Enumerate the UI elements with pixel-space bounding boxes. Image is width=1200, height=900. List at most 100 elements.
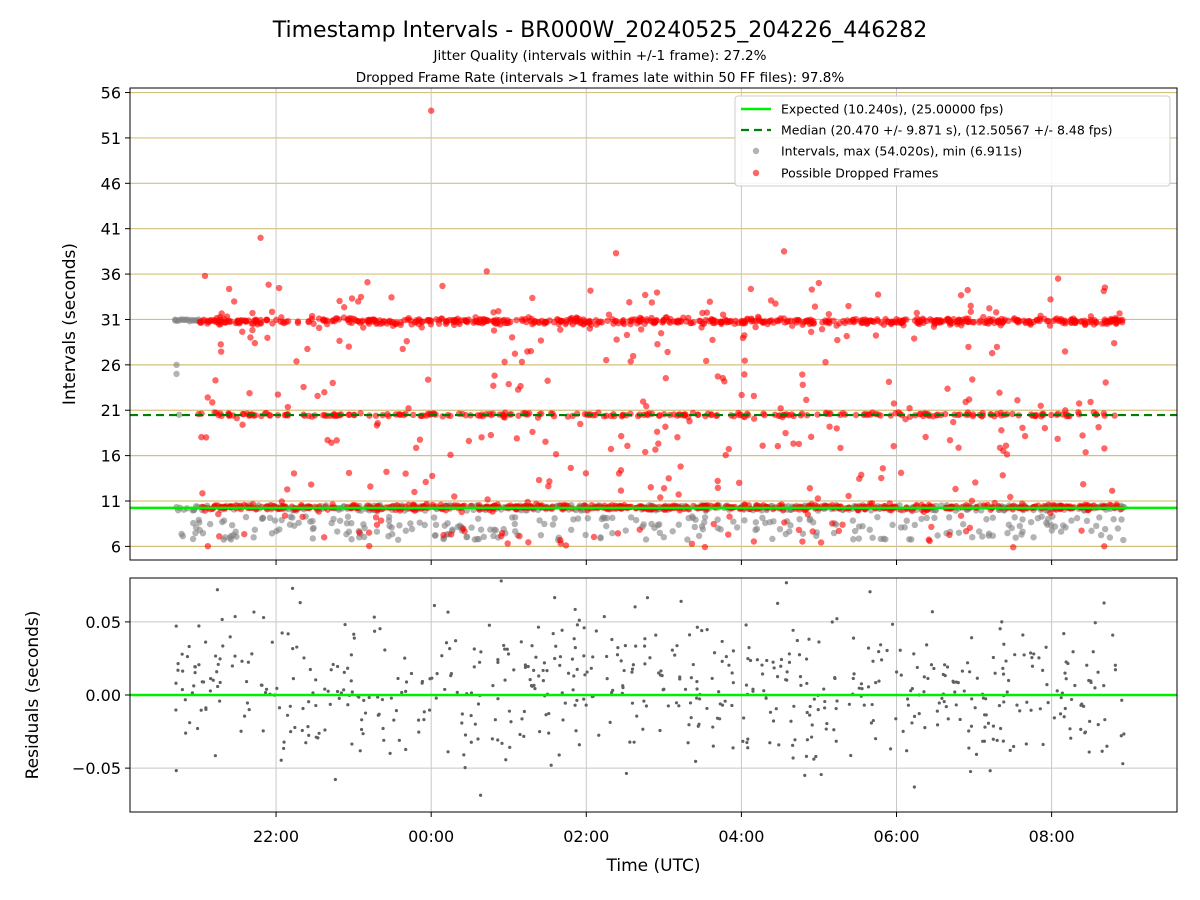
residual-point xyxy=(912,714,917,718)
interval-point xyxy=(959,521,967,528)
residual-point xyxy=(611,688,615,693)
residual-point xyxy=(388,751,392,755)
interval-point xyxy=(1093,522,1100,530)
residual-point xyxy=(357,695,361,699)
residual-point xyxy=(352,636,356,640)
residual-point xyxy=(218,699,222,703)
dropped-frame-point xyxy=(895,409,902,416)
dropped-frame-point xyxy=(722,451,729,459)
residual-point xyxy=(792,704,796,708)
dropped-frame-point xyxy=(952,485,959,493)
residual-point xyxy=(623,644,627,648)
residual-point xyxy=(1066,661,1070,666)
residual-point xyxy=(260,683,264,687)
dropped-frame-point xyxy=(799,321,806,328)
residual-point xyxy=(644,704,649,708)
interval-point xyxy=(1083,517,1091,525)
residual-point xyxy=(945,665,950,669)
residual-point xyxy=(261,729,265,733)
residual-point xyxy=(696,724,700,728)
residual-point xyxy=(993,671,997,675)
dropped-frame-point xyxy=(618,413,625,420)
intervals-y-tick-label: 41 xyxy=(101,220,121,239)
residual-point xyxy=(462,753,466,757)
residual-point xyxy=(557,753,561,757)
dropped-frame-point xyxy=(922,433,929,441)
dropped-frame-point xyxy=(719,374,727,382)
dropped-frame-point xyxy=(910,335,918,342)
residual-point xyxy=(326,689,330,693)
dropped-frame-point xyxy=(664,348,671,356)
dropped-frame-point xyxy=(780,248,788,255)
dropped-frame-point xyxy=(825,310,833,318)
residual-point xyxy=(572,637,576,641)
residual-point xyxy=(808,704,812,709)
dropped-frame-point xyxy=(807,433,815,441)
residual-point xyxy=(975,676,979,680)
residual-point xyxy=(777,743,781,747)
dropped-frame-point xyxy=(345,343,353,350)
dropped-frame-point xyxy=(701,543,709,551)
dropped-frame-point xyxy=(215,510,222,518)
residual-point xyxy=(689,716,693,720)
residual-point xyxy=(935,709,939,713)
interval-point xyxy=(600,514,607,521)
dropped-frame-point xyxy=(968,497,976,505)
dropped-frame-point xyxy=(759,442,766,449)
dropped-frame-point xyxy=(424,316,431,324)
dropped-frame-point xyxy=(897,469,905,477)
dropped-frame-point xyxy=(257,234,264,241)
residual-point xyxy=(958,717,962,722)
residual-point xyxy=(695,625,699,629)
residual-point xyxy=(176,662,180,666)
dropped-frame-point xyxy=(660,485,668,492)
dropped-frame-point xyxy=(592,411,599,419)
residual-point xyxy=(1082,704,1086,709)
interval-point xyxy=(855,523,863,530)
residual-point xyxy=(724,655,728,659)
residual-point xyxy=(478,660,482,664)
dropped-frame-point xyxy=(573,314,580,321)
residual-point xyxy=(787,652,791,656)
residual-point xyxy=(551,632,555,636)
residual-point xyxy=(362,698,366,702)
residual-point xyxy=(817,640,821,644)
dropped-frame-point xyxy=(996,444,1004,451)
residual-point xyxy=(190,691,195,695)
residual-point xyxy=(1063,671,1067,675)
residual-point xyxy=(582,626,586,630)
dropped-frame-point xyxy=(835,527,843,535)
residual-point xyxy=(991,655,995,660)
dropped-frame-point xyxy=(299,513,306,521)
interval-point xyxy=(799,530,807,537)
residual-point xyxy=(723,699,727,703)
residual-point xyxy=(615,653,620,657)
residual-point xyxy=(711,744,715,748)
residual-point xyxy=(746,737,750,741)
interval-point xyxy=(1044,515,1052,523)
residual-point xyxy=(834,739,838,743)
residual-point xyxy=(705,706,709,711)
residual-point xyxy=(505,647,509,651)
dropped-frame-point xyxy=(505,380,512,388)
residual-point xyxy=(1087,750,1091,754)
interval-point xyxy=(869,534,876,541)
residual-point xyxy=(244,680,249,684)
dropped-frame-point xyxy=(748,315,755,322)
residual-point xyxy=(731,649,736,653)
dropped-frame-point xyxy=(624,442,631,450)
dropped-frame-point xyxy=(513,435,521,442)
residual-point xyxy=(1015,703,1019,707)
residual-point xyxy=(1058,712,1063,716)
residual-point xyxy=(577,618,581,622)
residual-point xyxy=(1008,748,1012,752)
residual-point xyxy=(446,610,450,614)
residual-point xyxy=(824,727,828,731)
interval-point xyxy=(408,525,416,533)
interval-point xyxy=(684,536,691,543)
dropped-frame-point xyxy=(1021,432,1029,440)
intervals-y-tick-label: 31 xyxy=(101,310,121,329)
dropped-frame-point xyxy=(830,317,837,324)
residual-point xyxy=(1005,690,1009,694)
interval-point xyxy=(656,521,663,528)
